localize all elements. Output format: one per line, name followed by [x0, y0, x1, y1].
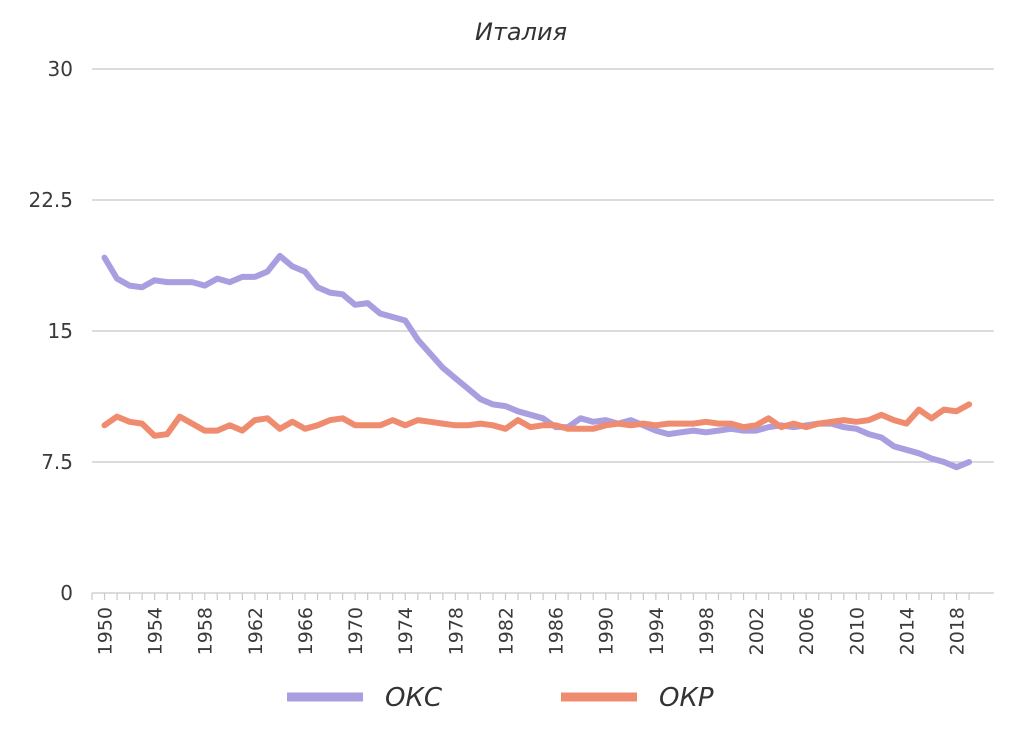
x-tick-label: 1990 — [596, 607, 618, 655]
x-tick-label: 2014 — [896, 607, 918, 655]
y-tick-label: 22.5 — [28, 188, 73, 212]
y-tick-label: 15 — [48, 319, 73, 343]
x-tick-label: 1974 — [395, 607, 417, 655]
x-tick-label: 1962 — [245, 607, 267, 655]
x-tick-label: 1950 — [95, 607, 117, 655]
y-tick-label: 30 — [48, 57, 73, 81]
legend-label-1: ОКС — [385, 683, 443, 713]
x-tick-label: 2002 — [746, 607, 768, 655]
x-tick-label: 1994 — [646, 607, 668, 655]
series-line-2 — [101, 401, 973, 439]
y-axis-ticks: 0 7.5 15 22.5 30 — [28, 57, 73, 605]
y-tick-label: 7.5 — [41, 450, 73, 474]
legend: ОКС ОКР — [287, 683, 714, 713]
gridlines — [92, 68, 994, 594]
x-tick-label: 2006 — [796, 607, 818, 655]
x-tick-label: 1978 — [445, 607, 467, 655]
x-tick-label: 1982 — [495, 607, 517, 655]
series-line-1 — [101, 252, 973, 471]
x-tick-label: 1958 — [195, 607, 217, 655]
x-tick-label: 1986 — [546, 607, 568, 655]
y-tick-label: 0 — [60, 581, 73, 605]
x-tick-label: 1954 — [145, 607, 167, 655]
x-tick-label: 1966 — [295, 607, 317, 655]
legend-label-2: ОКР — [659, 683, 714, 713]
x-tick-label: 1998 — [696, 607, 718, 655]
x-tick-label: 2010 — [846, 607, 868, 655]
chart-title: Италия — [475, 18, 567, 46]
x-axis-ticks: 1950 1954 1958 1962 1966 1970 1974 1978 1982 1986… — [91, 593, 970, 655]
x-tick-label: 2018 — [947, 607, 969, 655]
series-lines — [101, 252, 973, 471]
x-tick-label: 1970 — [345, 607, 367, 655]
